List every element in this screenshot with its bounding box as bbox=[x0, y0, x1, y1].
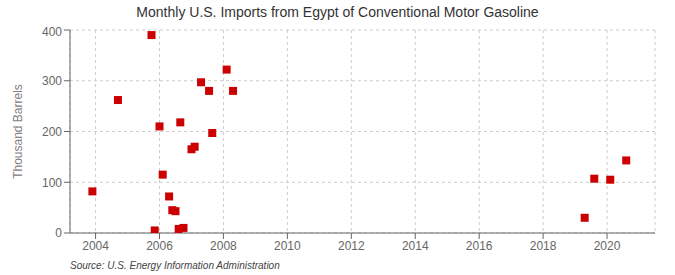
svg-text:Thousand Barrels: Thousand Barrels bbox=[11, 84, 25, 179]
svg-text:2016: 2016 bbox=[466, 239, 493, 253]
svg-text:0: 0 bbox=[55, 226, 62, 240]
svg-text:2020: 2020 bbox=[594, 239, 621, 253]
svg-text:2008: 2008 bbox=[210, 239, 237, 253]
svg-text:2018: 2018 bbox=[530, 239, 557, 253]
svg-text:300: 300 bbox=[42, 74, 62, 88]
svg-text:100: 100 bbox=[42, 176, 62, 190]
html-text:Source: U.S. Energy Informatio: Source: U.S. Energy Information Administ… bbox=[70, 260, 280, 271]
svg-text:2006: 2006 bbox=[146, 239, 173, 253]
svg-text:2010: 2010 bbox=[274, 239, 301, 253]
svg-text:2012: 2012 bbox=[338, 239, 365, 253]
svg-text:200: 200 bbox=[42, 125, 62, 139]
html-text:Monthly U.S. Imports from Egyp: Monthly U.S. Imports from Egypt of Conve… bbox=[136, 4, 539, 20]
svg-text:400: 400 bbox=[42, 25, 62, 39]
svg-text:2014: 2014 bbox=[402, 239, 429, 253]
svg-text:2004: 2004 bbox=[82, 239, 109, 253]
